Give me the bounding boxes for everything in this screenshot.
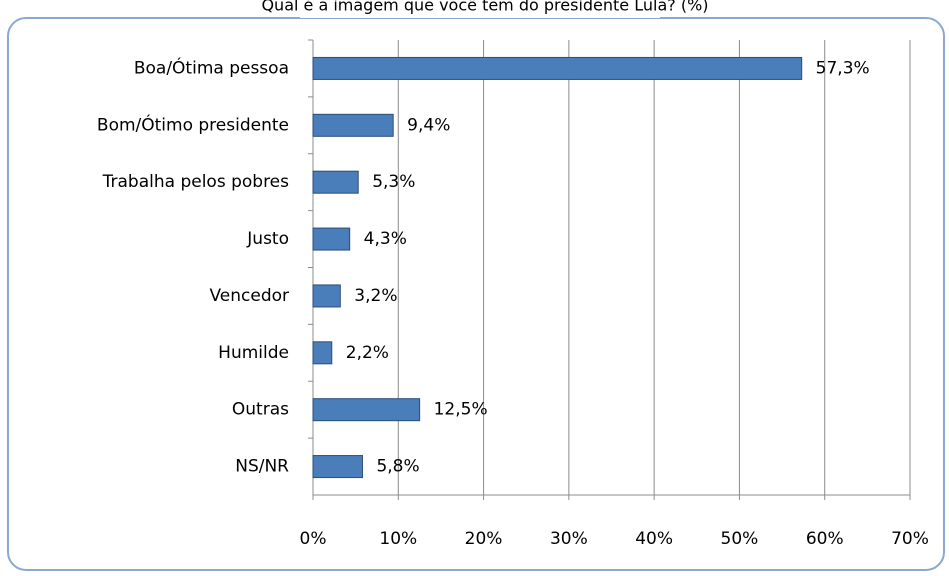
value-label: 4,3%: [364, 229, 407, 249]
bar: [312, 341, 333, 365]
bar: [312, 398, 421, 422]
x-tick-label: 10%: [379, 529, 417, 549]
y-tick-label: Bom/Ótimo presidente: [97, 113, 289, 135]
bar: [312, 455, 363, 479]
x-tick-label: 50%: [721, 529, 759, 549]
y-tick-label: Justo: [246, 229, 289, 249]
bar: [312, 56, 803, 80]
y-tick-label: NS/NR: [235, 457, 289, 477]
x-tick-label: 30%: [550, 529, 588, 549]
title-backdrop: [300, 0, 660, 18]
bar: [312, 113, 394, 137]
x-tick-label: 60%: [806, 529, 844, 549]
x-tick-label: 0%: [300, 529, 327, 549]
bar: [312, 227, 351, 251]
y-tick-label: Trabalha pelos pobres: [102, 172, 290, 192]
bar: [312, 170, 359, 194]
value-label: 5,8%: [376, 457, 419, 477]
bar: [312, 284, 341, 308]
y-tick-label: Humilde: [218, 343, 289, 363]
y-tick-label: Vencedor: [209, 286, 289, 306]
x-tick-label: 70%: [891, 529, 929, 549]
chart-title: Qual é a imagem que você tem do presiden…: [261, 0, 708, 15]
value-label: 9,4%: [407, 115, 450, 135]
value-label: 12,5%: [434, 400, 488, 420]
y-tick-label: Boa/Ótima pessoa: [134, 56, 289, 78]
chart-frame: [7, 17, 945, 571]
x-tick-label: 40%: [635, 529, 673, 549]
x-tick-label: 20%: [465, 529, 503, 549]
value-label: 57,3%: [816, 58, 870, 78]
value-label: 5,3%: [372, 172, 415, 192]
y-tick-label: Outras: [232, 400, 289, 420]
value-label: 3,2%: [354, 286, 397, 306]
value-label: 2,2%: [346, 343, 389, 363]
